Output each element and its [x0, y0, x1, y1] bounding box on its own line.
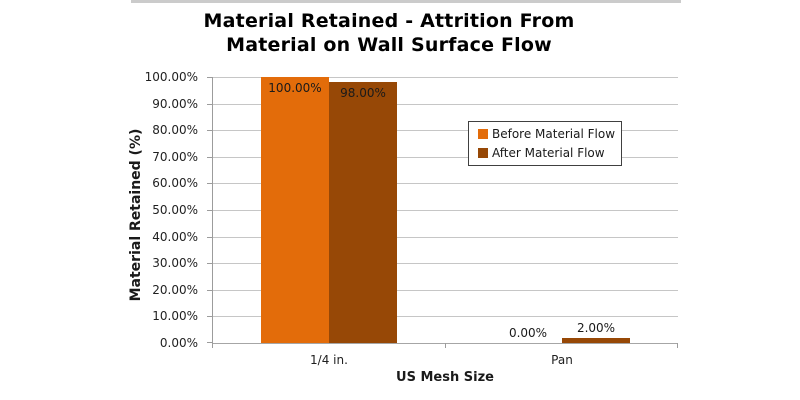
bar-after-material-flow-pan [562, 338, 630, 343]
gridline-60 [213, 183, 678, 184]
gridline-30 [213, 263, 678, 264]
y-tick-label-0: 0.00% [159, 336, 198, 350]
bar-after-material-flow-1-4-in [329, 82, 397, 343]
y-tick-label-70: 70.00% [152, 150, 198, 164]
data-label-after-material-flow-pan: 2.00% [576, 321, 616, 335]
chart-title-line-2: Material on Wall Surface Flow [226, 34, 552, 56]
y-tick-label-100: 100.00% [144, 70, 198, 84]
legend-item-before-material-flow: Before Material Flow [478, 124, 621, 143]
gridline-70 [213, 157, 678, 158]
y-tick-label-60: 60.00% [152, 176, 198, 190]
gridline-40 [213, 237, 678, 238]
plot-area: 100.00% 98.00% 1/4 in. 0.00% 2.00% Pan [207, 77, 678, 367]
gridline-80 [213, 130, 678, 131]
bar-before-material-flow-1-4-in [261, 77, 329, 343]
gridline-90 [213, 104, 678, 105]
y-tick-label-20: 20.00% [152, 283, 198, 297]
y-tick-mark-60 [207, 183, 212, 184]
y-tick-label-10: 10.00% [152, 309, 198, 323]
y-tick-mark-50 [207, 210, 212, 211]
legend: Before Material Flow After Material Flow [468, 121, 622, 166]
data-label-before-material-flow-pan: 0.00% [508, 326, 548, 340]
y-tick-mark-80 [207, 130, 212, 131]
y-tick-mark-70 [207, 157, 212, 158]
y-axis-title: Material Retained (%) [128, 128, 144, 302]
x-tick-mark-1 [445, 343, 446, 348]
gridline-20 [213, 290, 678, 291]
legend-label-before-material-flow: Before Material Flow [492, 126, 616, 141]
legend-swatch-icon-before-material-flow [478, 128, 488, 139]
y-tick-label-30: 30.00% [152, 256, 198, 270]
y-tick-label-80: 80.00% [152, 123, 198, 137]
x-category-label-1-4-in: 1/4 in. [310, 353, 348, 367]
y-tick-mark-10 [207, 316, 212, 317]
chart-title: Material Retained - Attrition From Mater… [0, 9, 778, 57]
gridline-10 [213, 316, 678, 317]
y-tick-mark-100 [207, 77, 212, 78]
legend-swatch-icon-after-material-flow [478, 147, 488, 158]
legend-item-after-material-flow: After Material Flow [478, 143, 621, 162]
x-tick-mark-2 [677, 343, 678, 348]
y-tick-mark-40 [207, 237, 212, 238]
top-border-line [131, 0, 681, 3]
y-tick-mark-30 [207, 263, 212, 264]
y-tick-label-50: 50.00% [152, 203, 198, 217]
x-axis-title: US Mesh Size [396, 370, 494, 385]
data-label-after-material-flow-1-4-in: 98.00% [340, 86, 386, 100]
y-tick-mark-0 [207, 342, 212, 343]
chart-title-line-1: Material Retained - Attrition From [203, 10, 575, 32]
gridline-100 [213, 77, 678, 78]
y-tick-mark-90 [207, 104, 212, 105]
y-tick-label-40: 40.00% [152, 230, 198, 244]
x-tick-mark-0 [212, 343, 213, 348]
y-tick-label-90: 90.00% [152, 97, 198, 111]
legend-label-after-material-flow: After Material Flow [492, 145, 605, 160]
gridline-50 [213, 210, 678, 211]
x-category-label-pan: Pan [551, 353, 573, 367]
data-label-before-material-flow-1-4-in: 100.00% [268, 81, 322, 95]
y-tick-mark-20 [207, 290, 212, 291]
